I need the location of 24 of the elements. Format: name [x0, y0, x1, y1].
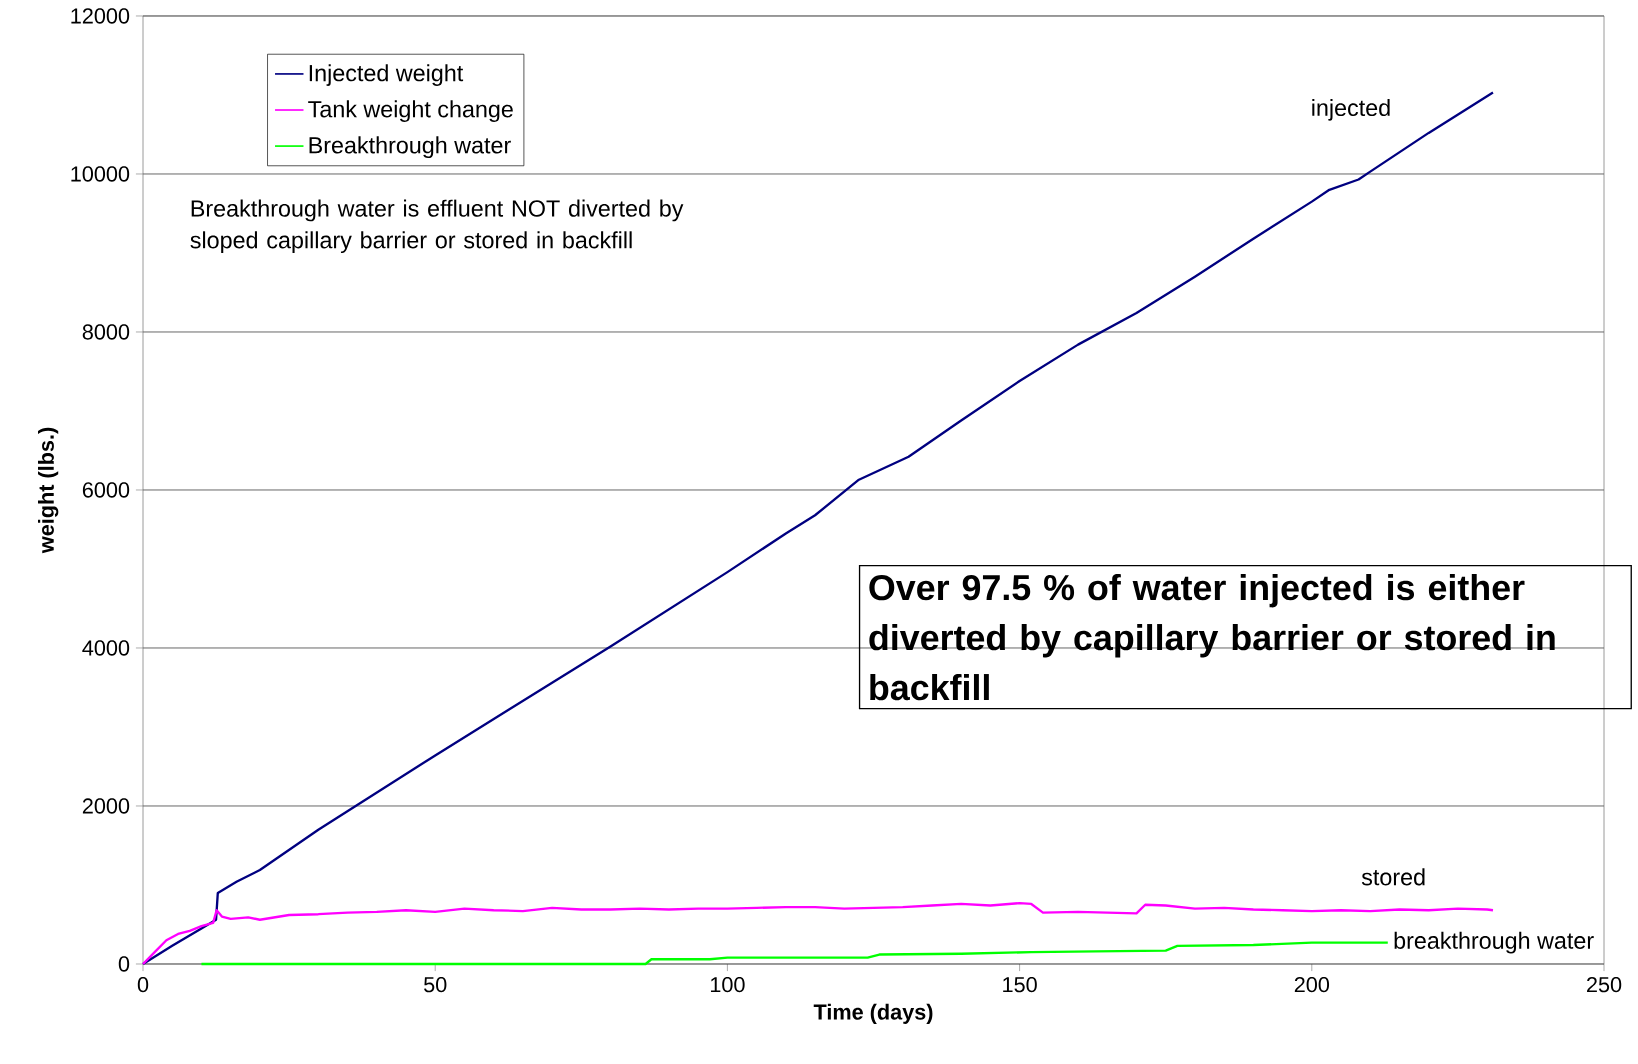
annotation: stored: [1361, 868, 1425, 886]
line-series: [200, 941, 1389, 966]
x-tick-label: 100: [710, 976, 745, 993]
annotation: Breakthrough water is effluent NOT diverted by sloped capillary barrier or stored in backfill: [190, 199, 684, 254]
y-axis-title: weight (lbs.): [38, 427, 59, 554]
y-tick-label: 10000: [71, 166, 130, 182]
y-tick-label: 0: [118, 956, 130, 972]
y-tick-label: 2000: [82, 798, 130, 814]
legend-label: Breakthrough water: [309, 136, 511, 159]
x-axis-title: Time (days): [813, 1003, 933, 1024]
y-tick-label: 4000: [82, 640, 130, 656]
y-tick-label: 8000: [82, 324, 130, 340]
legend-label: Tank weight change: [308, 100, 513, 123]
x-tick-label: 0: [137, 976, 149, 993]
y-tick-label: 12000: [71, 8, 130, 24]
y-tick-label: 6000: [82, 482, 130, 498]
x-tick-label: 250: [1587, 976, 1622, 993]
annotation: breakthrough water: [1394, 931, 1594, 954]
x-tick-label: 200: [1294, 976, 1330, 993]
legend-label: Injected weight: [309, 64, 464, 86]
annotation: injected: [1312, 98, 1390, 121]
x-tick-label: 150: [1003, 976, 1037, 993]
x-tick-label: 50: [424, 976, 447, 993]
annotation: Over 97.5 % of water injected is either diverted by capillary barrier or stored in backfill: [869, 574, 1555, 701]
